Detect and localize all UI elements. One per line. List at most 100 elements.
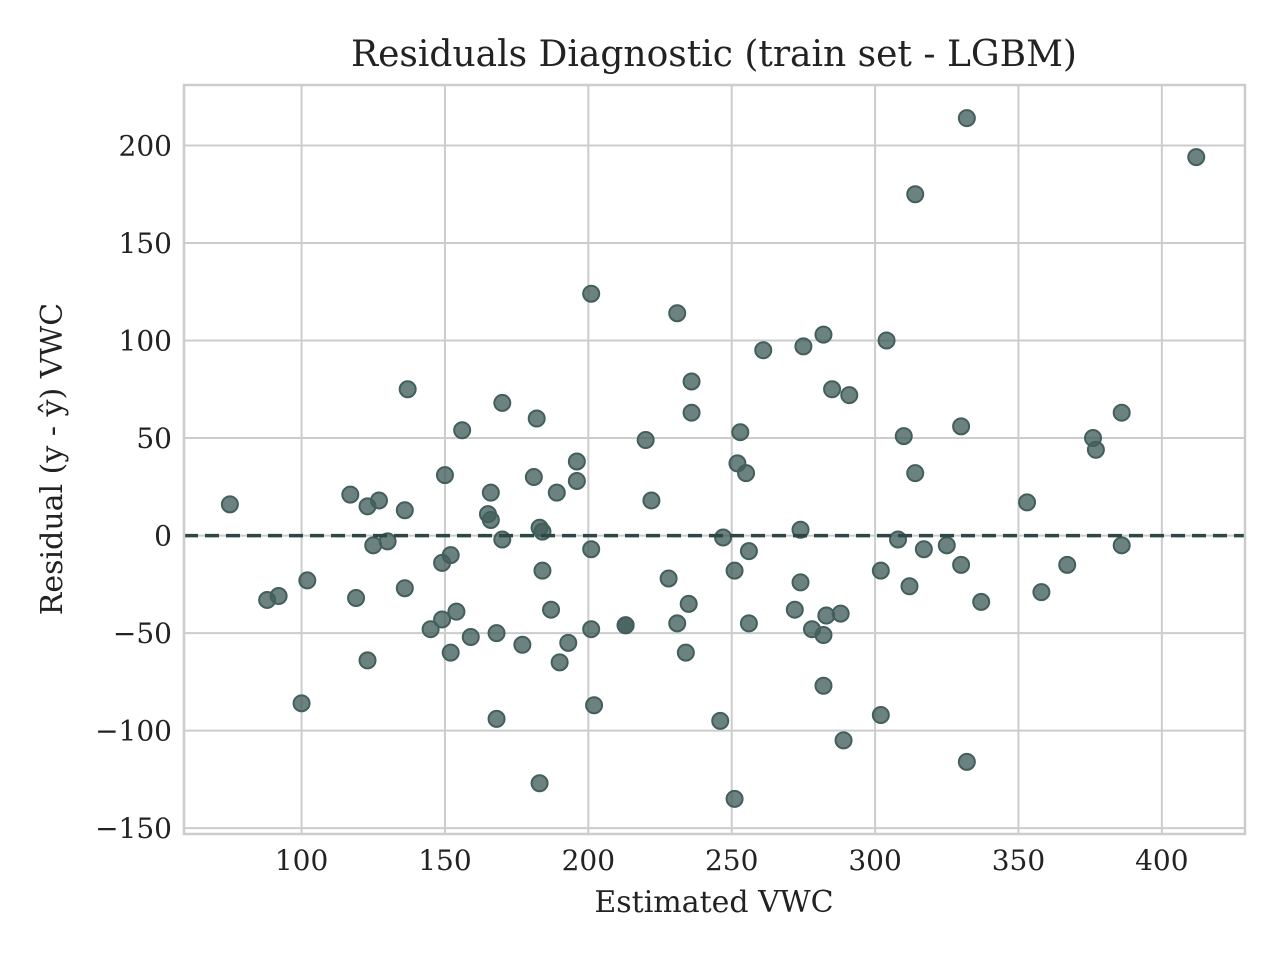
data-point <box>642 491 661 510</box>
data-point <box>582 620 601 639</box>
x-gridlines <box>300 85 1163 834</box>
data-point <box>1112 403 1131 422</box>
x-tick-label: 100 <box>275 844 328 877</box>
data-point <box>341 485 360 504</box>
data-point <box>616 616 635 635</box>
x-axis-label: Estimated VWC <box>594 885 833 920</box>
data-point <box>957 752 976 771</box>
data-point <box>900 577 919 596</box>
data-point <box>421 620 440 639</box>
data-point <box>739 542 758 561</box>
data-point <box>378 532 397 551</box>
y-tick-label: 100 <box>119 325 172 358</box>
x-tick-label: 150 <box>418 844 471 877</box>
data-point <box>358 651 377 670</box>
data-point <box>972 592 991 611</box>
x-tick-labels: 100 150 200 250 300 350 400 <box>275 844 1189 877</box>
data-point <box>668 304 687 323</box>
data-point <box>814 325 833 344</box>
data-point <box>298 571 317 590</box>
data-point <box>834 731 853 750</box>
data-point <box>542 600 561 619</box>
data-point <box>395 579 414 598</box>
x-tick-label: 200 <box>562 844 615 877</box>
data-point <box>785 600 804 619</box>
data-point <box>659 569 678 588</box>
data-point <box>636 430 655 449</box>
data-point <box>433 610 452 629</box>
data-point <box>524 468 543 487</box>
data-point <box>682 403 701 422</box>
data-point <box>447 602 466 621</box>
x-tick-label: 250 <box>705 844 758 877</box>
data-point <box>395 501 414 520</box>
data-point <box>347 588 366 607</box>
data-point <box>527 409 546 428</box>
data-point <box>567 471 586 490</box>
data-point <box>725 789 744 808</box>
data-point <box>1187 148 1206 167</box>
data-point <box>533 561 552 580</box>
data-point <box>513 635 532 654</box>
data-point <box>269 587 288 606</box>
data-point <box>906 185 925 204</box>
data-point <box>914 540 933 559</box>
data-point <box>682 372 701 391</box>
data-point <box>871 706 890 725</box>
y-tick-label: −100 <box>95 715 172 748</box>
data-point <box>937 536 956 555</box>
data-point <box>906 464 925 483</box>
chart-title: Residuals Diagnostic (train set - LGBM) <box>351 34 1077 75</box>
y-tick-label: 50 <box>136 422 172 455</box>
data-point <box>791 573 810 592</box>
data-points <box>220 109 1206 808</box>
y-tick-label: −150 <box>95 812 172 845</box>
y-tick-label: 200 <box>119 129 172 162</box>
data-point <box>481 483 500 502</box>
y-tick-labels: −150 −100 −50 0 50 100 150 200 <box>95 129 172 845</box>
data-point <box>794 337 813 356</box>
data-point <box>1112 536 1131 555</box>
data-point <box>1018 493 1037 512</box>
data-point <box>714 528 733 547</box>
data-point <box>585 696 604 715</box>
data-point <box>567 452 586 471</box>
x-tick-label: 300 <box>848 844 901 877</box>
data-point <box>952 417 971 436</box>
x-tick-label: 400 <box>1135 844 1188 877</box>
data-point <box>668 614 687 633</box>
data-point <box>292 694 311 713</box>
data-point <box>952 555 971 574</box>
data-point <box>220 495 239 514</box>
data-point <box>840 386 859 405</box>
data-point <box>739 614 758 633</box>
data-point <box>754 341 773 360</box>
data-point <box>1058 555 1077 574</box>
data-point <box>453 421 472 440</box>
data-point <box>1032 583 1051 602</box>
data-point <box>711 711 730 730</box>
data-point <box>1086 440 1105 459</box>
data-point <box>871 561 890 580</box>
data-point <box>737 464 756 483</box>
data-point <box>487 709 506 728</box>
data-point <box>582 540 601 559</box>
data-point <box>814 676 833 695</box>
data-point <box>493 393 512 412</box>
data-point <box>461 627 480 646</box>
data-point <box>369 491 388 510</box>
data-point <box>814 626 833 645</box>
data-point <box>725 561 744 580</box>
x-tick-label: 350 <box>992 844 1045 877</box>
data-point <box>791 520 810 539</box>
data-point <box>894 427 913 446</box>
data-point <box>481 510 500 529</box>
data-point <box>957 109 976 128</box>
data-point <box>547 483 566 502</box>
data-point <box>559 633 578 652</box>
plot-frame <box>182 83 1247 836</box>
data-point <box>441 643 460 662</box>
data-point <box>530 774 549 793</box>
data-point <box>550 653 569 672</box>
